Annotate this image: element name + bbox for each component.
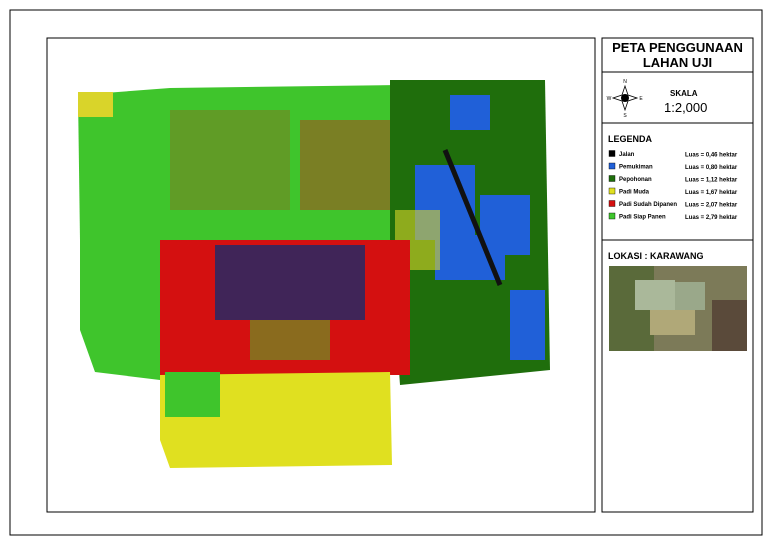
legend-title: LEGENDA [608, 134, 653, 144]
compass: N S E W [607, 79, 644, 119]
legend-swatch [608, 200, 616, 207]
legend-area: Luas = 1,67 hektar [685, 190, 738, 196]
scale-value: 1:2,000 [664, 100, 707, 115]
compass-s: S [623, 113, 627, 119]
map-title: PETA PENGGUNAAN LAHAN UJI [612, 40, 743, 70]
legend-swatch [608, 150, 616, 157]
legend-swatch [608, 162, 616, 170]
location-label: LOKASI : KARAWANG [608, 251, 704, 261]
legend-area: Luas = 0,80 hektar [685, 165, 738, 171]
legend: Jalan Luas = 0,46 hektar Pemukiman Luas = 0… [608, 150, 738, 221]
compass-e: E [639, 96, 643, 102]
scale-label: SKALA [670, 89, 698, 98]
legend-area: Luas = 1,12 hektar [685, 178, 738, 184]
legend-swatch [608, 187, 616, 195]
location-inset [609, 266, 747, 351]
legend-area: Luas = 0,46 hektar [685, 153, 738, 159]
title-box: PETA PENGGUNAAN LAHAN UJI [612, 40, 743, 70]
compass-n: N [623, 79, 627, 85]
legend-name: Padi Muda [619, 190, 650, 196]
legend-swatch [608, 212, 616, 220]
legend-area: Luas = 2,79 hektar [685, 215, 738, 221]
compass-w: W [607, 96, 612, 102]
legend-name: Pemukiman [619, 165, 653, 171]
legend-swatch [608, 175, 616, 182]
legend-name: Padi Siap Panen [619, 215, 666, 221]
land-use-map [78, 80, 550, 468]
legend-name: Jalan [619, 152, 635, 158]
legend-name: Pepohonan [619, 177, 652, 183]
legend-area: Luas = 2,07 hektar [685, 203, 738, 209]
legend-name: Padi Sudah Dipanen [619, 202, 677, 208]
